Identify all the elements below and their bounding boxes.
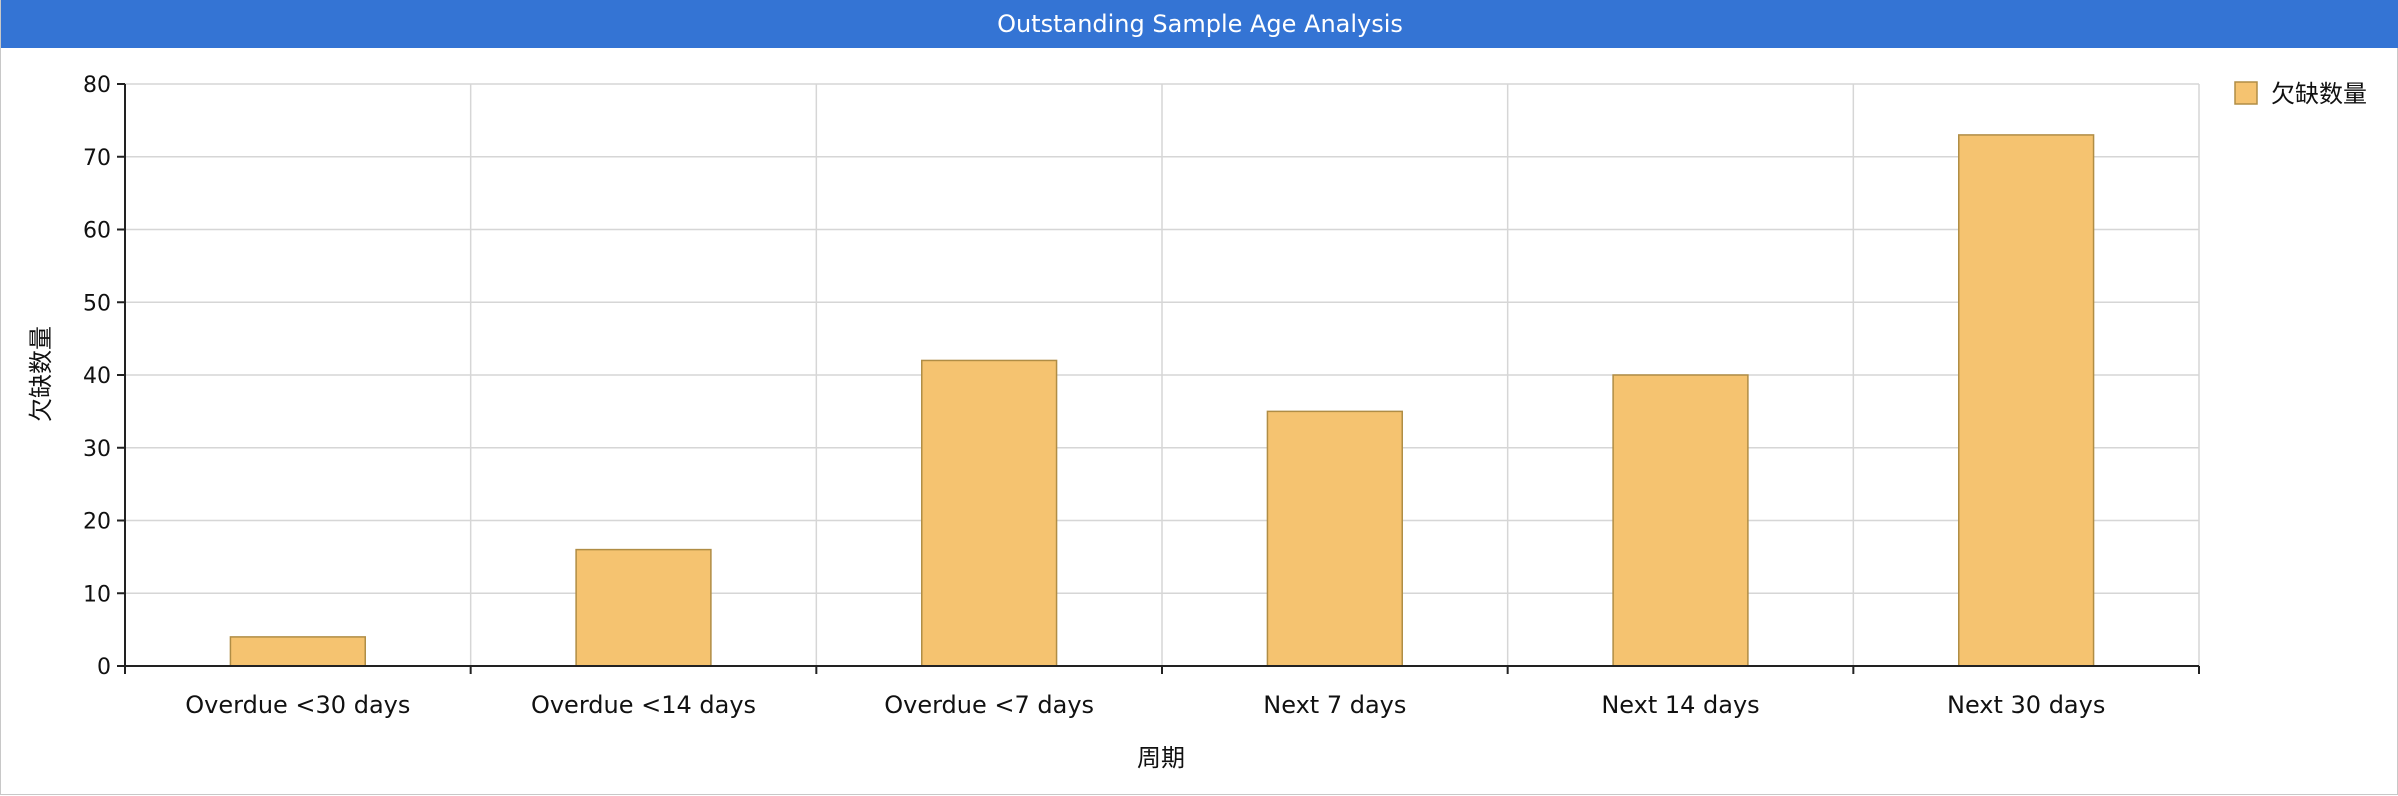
x-tick-label: Overdue <14 days xyxy=(531,691,756,719)
axes xyxy=(117,83,2200,674)
y-tick-label: 40 xyxy=(83,364,111,389)
y-tick-label: 80 xyxy=(83,73,111,98)
bar[interactable] xyxy=(1958,134,2095,667)
y-axis-title: 欠缺数量 xyxy=(27,326,55,422)
legend[interactable]: 欠缺数量 xyxy=(2234,80,2367,108)
bar[interactable] xyxy=(575,548,712,667)
y-tick-label: 0 xyxy=(97,655,111,680)
bars xyxy=(229,134,2095,667)
x-axis-title: 周期 xyxy=(1137,744,1185,772)
y-tick-label: 10 xyxy=(83,582,111,607)
bar[interactable] xyxy=(1612,374,1749,667)
y-tick-label: 60 xyxy=(83,219,111,244)
chart-title-bar: Outstanding Sample Age Analysis xyxy=(1,0,2398,48)
y-tick-label: 30 xyxy=(83,437,111,462)
bar[interactable] xyxy=(1266,410,1403,667)
x-tick-label: Next 14 days xyxy=(1601,691,1759,719)
x-tick-label: Next 30 days xyxy=(1947,691,2105,719)
y-tick-labels: 0 10 20 30 40 50 60 70 80 xyxy=(83,73,111,680)
x-tick-labels: Overdue <30 days Overdue <14 days Overdue … xyxy=(185,691,2105,719)
grid-lines xyxy=(124,83,2200,667)
bar[interactable] xyxy=(921,359,1058,667)
y-tick-label: 50 xyxy=(83,291,111,316)
chart-title: Outstanding Sample Age Analysis xyxy=(997,10,1403,38)
bar[interactable] xyxy=(229,636,366,667)
y-tick-label: 20 xyxy=(83,510,111,535)
x-tick-label: Next 7 days xyxy=(1263,691,1406,719)
legend-label[interactable]: 欠缺数量 xyxy=(2271,80,2367,108)
x-tick-label: Overdue <7 days xyxy=(884,691,1094,719)
legend-swatch[interactable] xyxy=(2234,81,2258,105)
x-tick-label: Overdue <30 days xyxy=(185,691,410,719)
y-tick-label: 70 xyxy=(83,146,111,171)
